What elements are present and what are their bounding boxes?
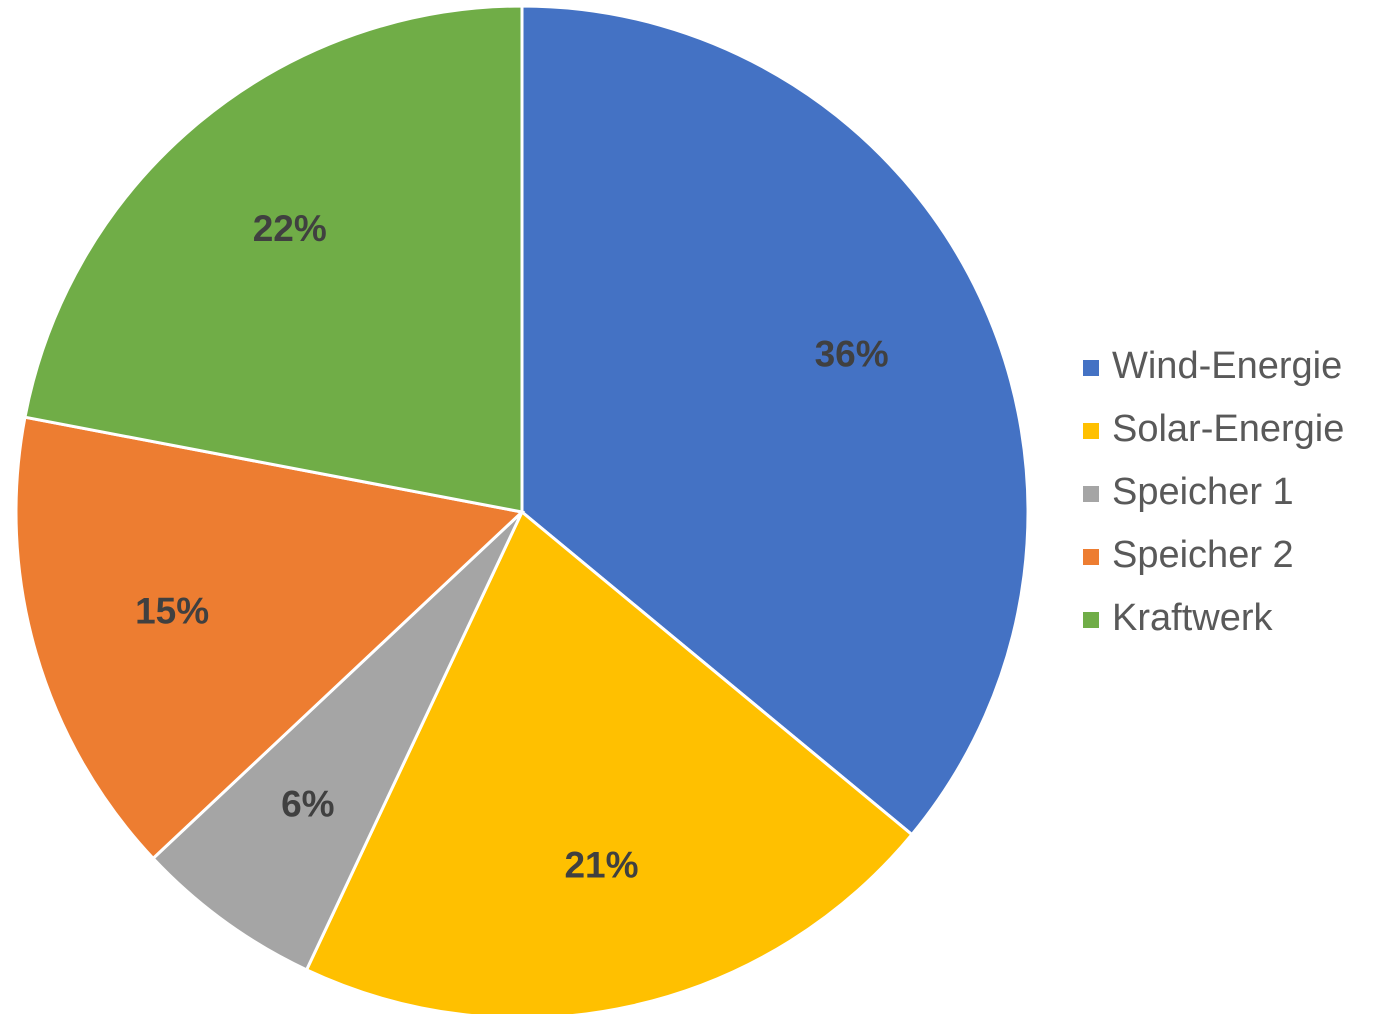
data-label: 6% (281, 784, 334, 825)
legend-swatch (1083, 360, 1099, 376)
legend-label: Speicher 1 (1112, 471, 1294, 513)
legend-swatch (1083, 612, 1099, 628)
legend-label: Kraftwerk (1112, 597, 1273, 639)
legend-swatch (1083, 423, 1099, 439)
data-label: 21% (564, 844, 638, 885)
pie-slice (23, 4, 524, 514)
legend-label: Speicher 2 (1112, 534, 1294, 576)
pie-slice (14, 415, 526, 861)
legend-swatch (1083, 486, 1099, 502)
pie-slice (520, 4, 1030, 837)
legend-label: Solar-Energie (1112, 408, 1344, 450)
data-label: 22% (253, 208, 327, 249)
pie-slice (151, 510, 524, 972)
data-label: 36% (815, 334, 889, 375)
legend-label: Wind-Energie (1112, 345, 1342, 387)
data-label: 15% (135, 590, 209, 631)
legend-swatch (1083, 549, 1099, 565)
pie-slice (304, 509, 914, 1014)
